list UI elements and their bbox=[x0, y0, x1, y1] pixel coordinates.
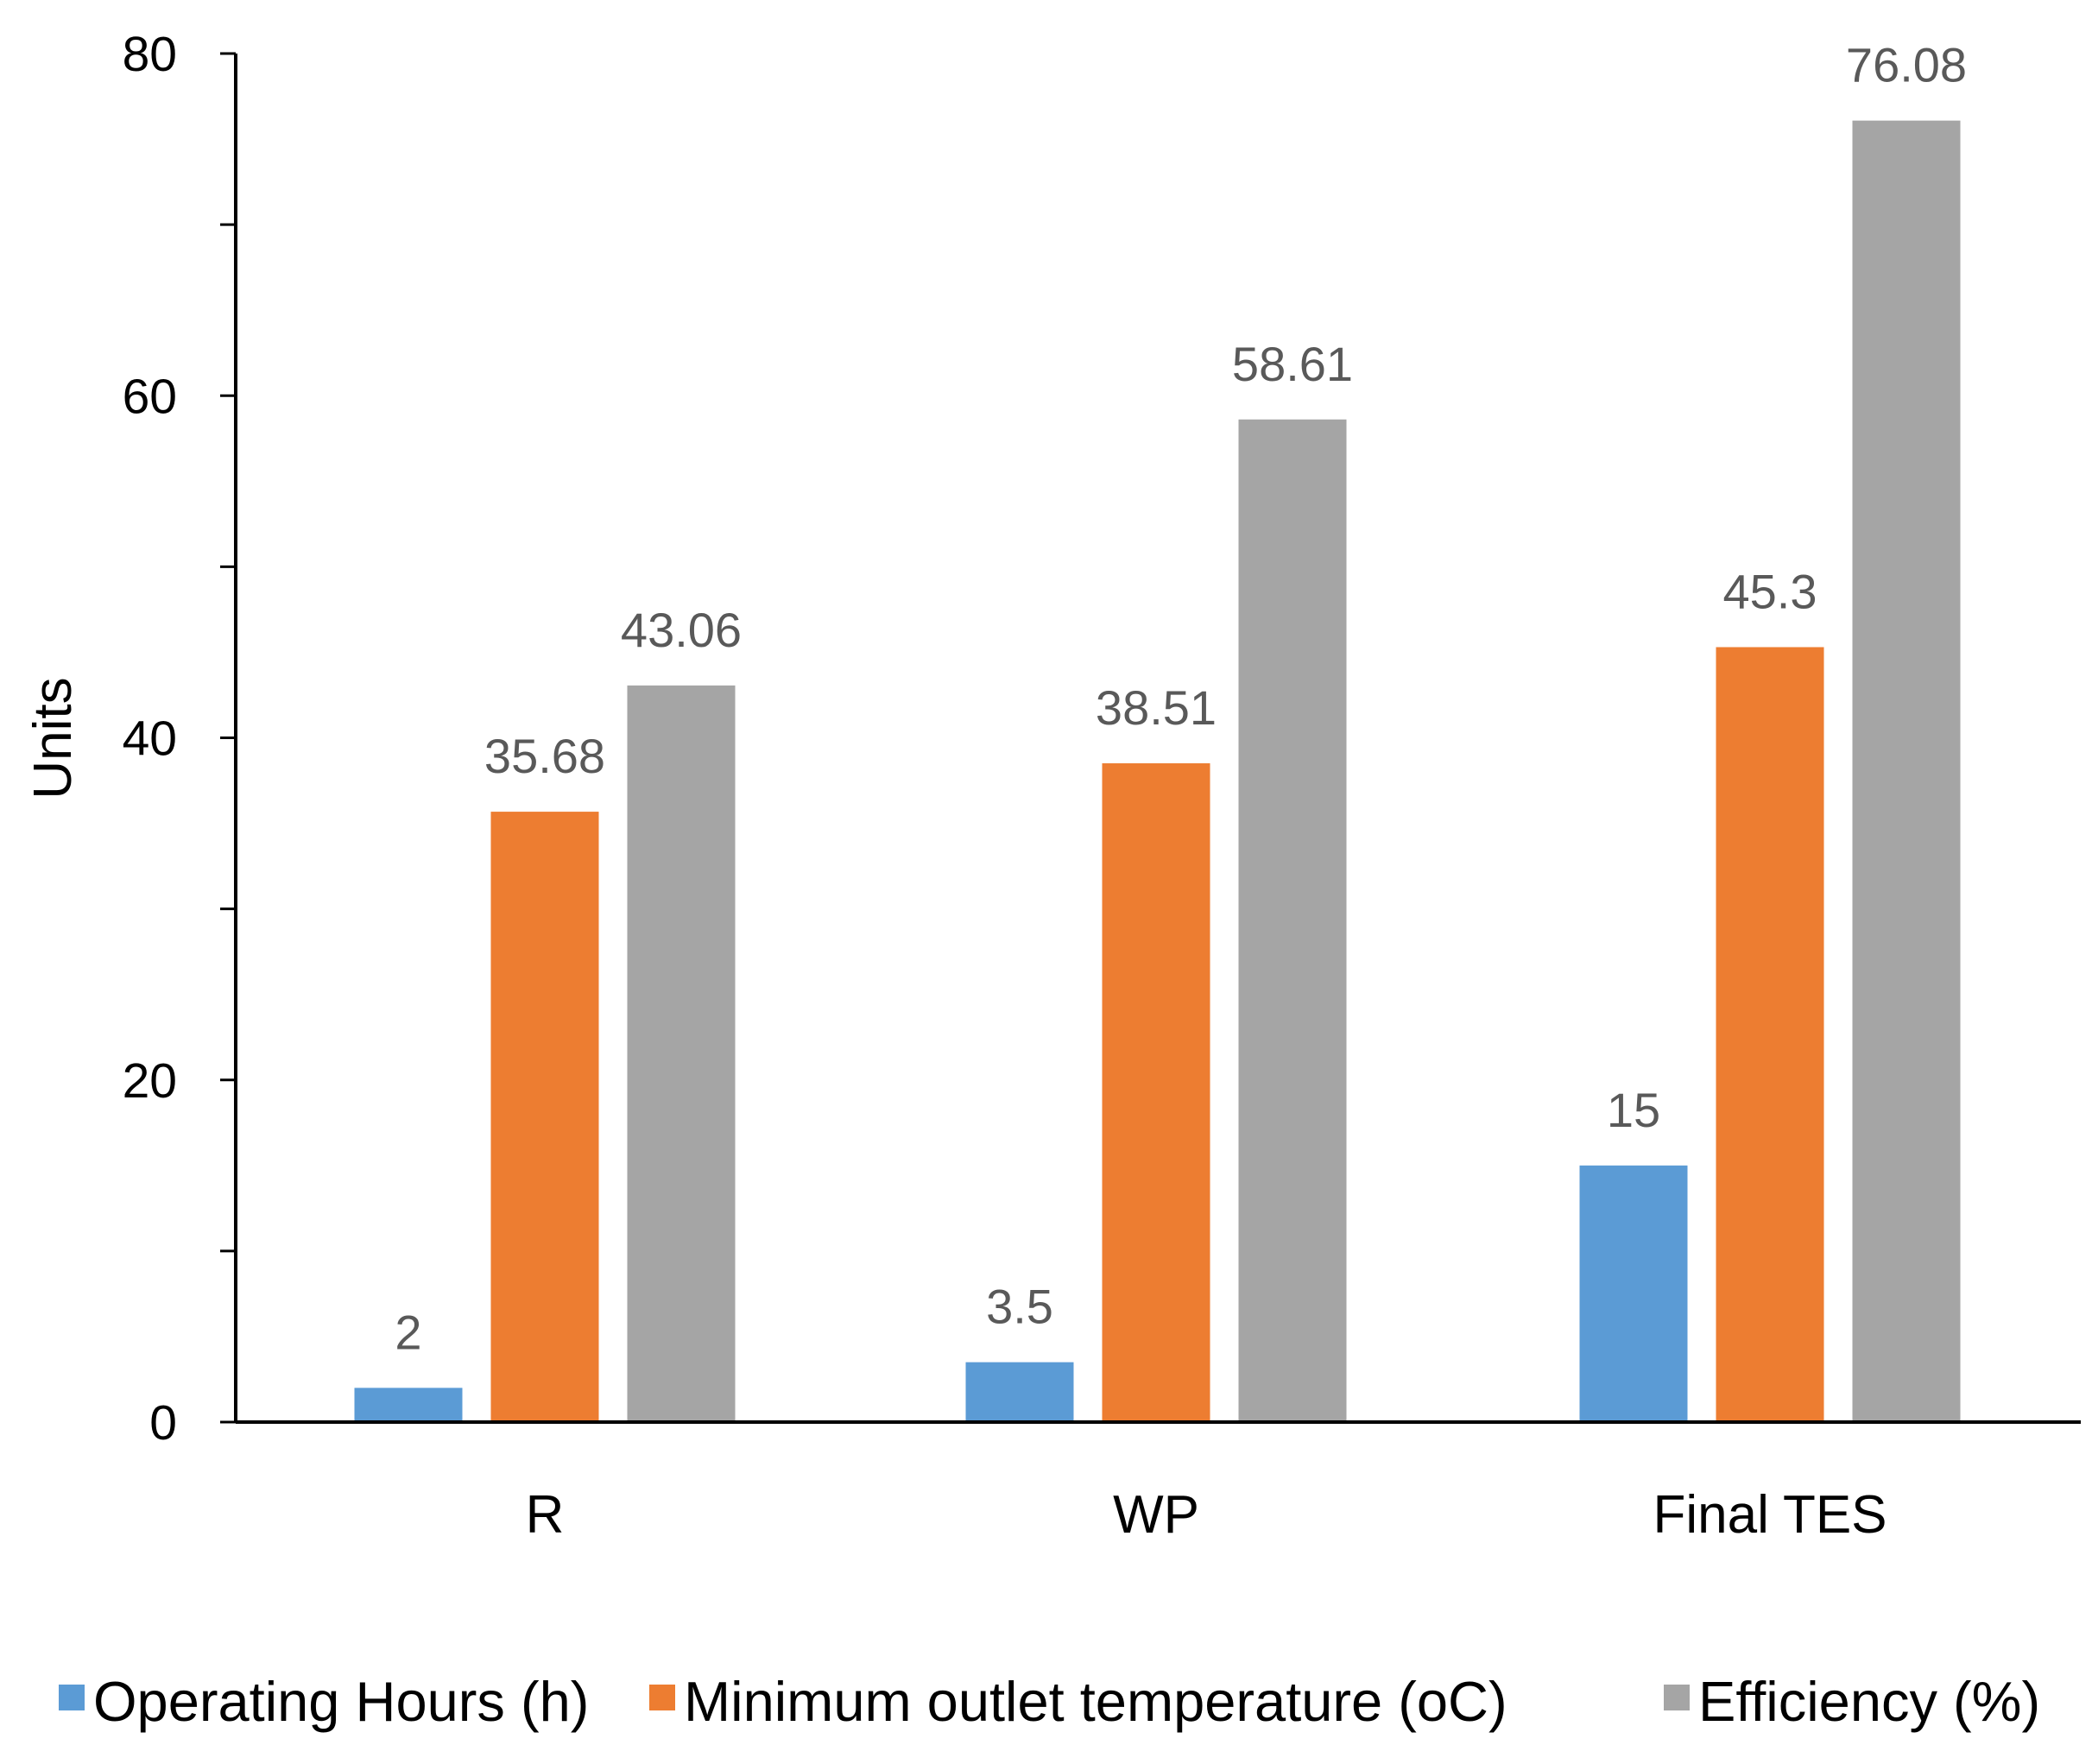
data-label: 38.51 bbox=[1096, 680, 1217, 735]
y-tick-label: 0 bbox=[149, 1395, 177, 1451]
data-label: 76.08 bbox=[1846, 38, 1967, 92]
bars bbox=[354, 120, 1961, 1423]
y-axis-title: Units bbox=[23, 677, 83, 799]
data-label: 3.5 bbox=[986, 1280, 1053, 1334]
legend-label: Efficiency (%) bbox=[1698, 1670, 2040, 1733]
bar bbox=[1579, 1165, 1688, 1422]
data-label: 35.68 bbox=[484, 729, 605, 783]
legend: Operating Hours (h) Minimum outlet temper… bbox=[59, 1670, 2040, 1733]
category-label: R bbox=[526, 1485, 565, 1545]
bar bbox=[354, 1388, 463, 1422]
legend-swatch bbox=[1664, 1685, 1690, 1710]
legend-label: Minimum outlet temperature (oC) bbox=[684, 1670, 1507, 1733]
bar bbox=[1102, 763, 1210, 1422]
bar bbox=[490, 812, 599, 1422]
bar bbox=[1716, 647, 1824, 1422]
data-label: 15 bbox=[1607, 1083, 1660, 1137]
legend-label: Operating Hours (h) bbox=[93, 1670, 589, 1733]
bar bbox=[1238, 419, 1347, 1423]
y-tick-label: 60 bbox=[123, 369, 177, 424]
bar bbox=[627, 685, 736, 1422]
data-labels: 2 35.68 43.06 3.5 38.51 58.61 15 45.3 76.08 bbox=[395, 38, 1967, 1360]
data-label: 43.06 bbox=[621, 603, 742, 657]
y-tick-label: 20 bbox=[123, 1053, 177, 1109]
y-axis-ticks: 0 20 40 60 80 bbox=[123, 27, 236, 1451]
category-labels: R WP Final TES bbox=[526, 1485, 1887, 1545]
data-label: 2 bbox=[395, 1305, 421, 1359]
legend-swatch bbox=[59, 1685, 85, 1710]
category-label: Final TES bbox=[1653, 1485, 1887, 1545]
legend-swatch bbox=[649, 1685, 675, 1710]
bar bbox=[965, 1362, 1074, 1422]
axes bbox=[234, 54, 2081, 1424]
category-label: WP bbox=[1113, 1485, 1199, 1545]
data-label: 45.3 bbox=[1723, 564, 1817, 618]
y-tick-label: 80 bbox=[123, 27, 177, 82]
bar bbox=[1852, 120, 1961, 1422]
y-tick-label: 40 bbox=[123, 711, 177, 767]
data-label: 58.61 bbox=[1232, 337, 1353, 391]
